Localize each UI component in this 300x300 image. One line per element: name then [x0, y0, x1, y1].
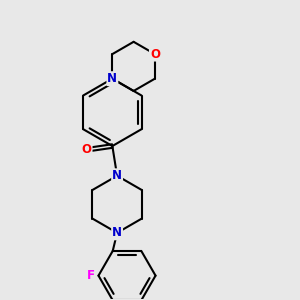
Text: N: N [112, 169, 122, 182]
Text: N: N [107, 72, 117, 85]
Text: O: O [82, 143, 92, 156]
Text: O: O [150, 48, 160, 61]
Text: F: F [87, 269, 95, 282]
Text: N: N [112, 226, 122, 239]
